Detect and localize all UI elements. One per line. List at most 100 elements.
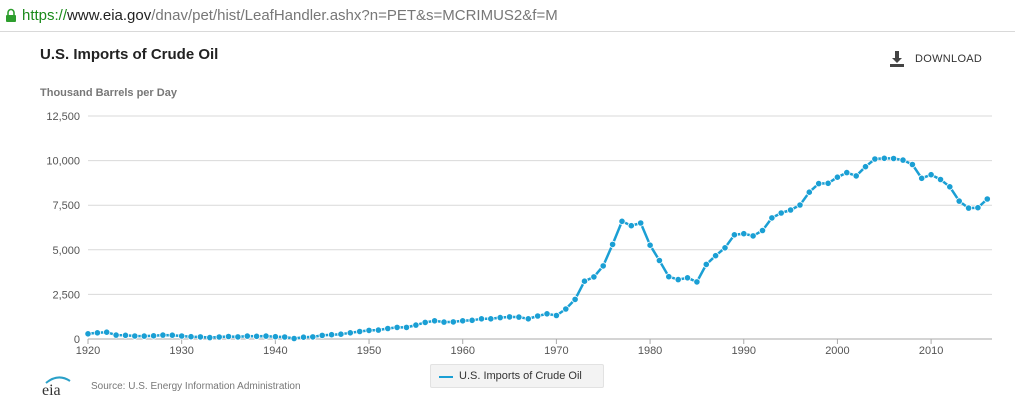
data-point (337, 330, 345, 338)
data-point (374, 326, 382, 334)
legend-label: U.S. Imports of Crude Oil (459, 370, 582, 382)
y-tick-label: 7,500 (52, 200, 80, 212)
x-tick-label: 1950 (357, 345, 381, 357)
data-point (196, 333, 204, 341)
data-point (477, 315, 486, 323)
data-point (449, 318, 457, 326)
data-point (93, 329, 102, 337)
data-point (627, 222, 635, 230)
data-point (871, 155, 879, 163)
data-point (852, 172, 860, 180)
data-point (150, 332, 158, 340)
data-point (140, 332, 148, 340)
data-point (234, 333, 242, 341)
data-point (889, 154, 898, 163)
data-point (290, 334, 298, 343)
data-point (505, 313, 514, 321)
data-point (899, 156, 907, 164)
data-point (384, 324, 392, 333)
data-point (880, 154, 888, 162)
data-point (281, 333, 289, 341)
x-tick-label: 2000 (825, 345, 849, 357)
data-point (178, 332, 186, 340)
download-icon (890, 51, 904, 67)
address-url[interactable]: https://www.eia.gov/dnav/pet/hist/LeafHa… (22, 7, 558, 24)
data-point (711, 252, 720, 260)
data-point (796, 201, 804, 209)
eia-logo: eia (42, 376, 71, 397)
data-point (758, 226, 767, 235)
data-point (927, 171, 935, 179)
data-point (552, 311, 561, 320)
y-tick-label: 12,500 (46, 111, 80, 123)
data-point (946, 183, 954, 191)
data-point (674, 275, 682, 284)
data-point (356, 327, 364, 336)
url-path: /dnav/pet/hist/LeafHandler.ashx?n=PET&s=… (151, 7, 558, 24)
data-point (936, 175, 945, 184)
data-point (693, 278, 701, 286)
data-point (121, 331, 130, 339)
data-point (309, 333, 317, 341)
data-point (608, 240, 617, 248)
data-point (468, 316, 476, 324)
x-tick-label: 1960 (450, 345, 474, 357)
data-point (918, 174, 926, 182)
url-scheme: https:// (22, 7, 68, 24)
data-point (496, 313, 504, 322)
data-point (637, 219, 645, 227)
x-tick-label: 1980 (638, 345, 662, 357)
data-point (346, 329, 354, 337)
x-tick-label: 1970 (544, 345, 568, 357)
data-point (253, 332, 261, 340)
data-point (103, 328, 111, 336)
data-point (768, 214, 776, 222)
data-point (655, 256, 664, 265)
legend-item[interactable]: U.S. Imports of Crude Oil (430, 364, 604, 388)
svg-text:eia: eia (42, 382, 61, 397)
data-point (187, 333, 195, 341)
address-bar[interactable]: https://www.eia.gov/dnav/pet/hist/LeafHa… (0, 0, 1015, 32)
data-point (430, 317, 439, 325)
data-point (112, 331, 120, 339)
data-point (543, 310, 551, 318)
x-tick-label: 2010 (919, 345, 943, 357)
data-point (974, 204, 982, 212)
x-tick-label: 1990 (732, 345, 756, 357)
data-point (84, 330, 92, 338)
data-point (590, 273, 598, 281)
data-point (740, 230, 748, 238)
data-point (618, 217, 626, 225)
data-point (393, 323, 401, 331)
data-point (440, 318, 448, 326)
data-point (683, 274, 692, 282)
data-point (206, 333, 214, 342)
data-point (299, 333, 308, 341)
data-point (318, 331, 326, 339)
data-point (599, 262, 607, 270)
data-point (665, 273, 673, 281)
data-point (730, 231, 739, 239)
data-point (646, 241, 654, 249)
data-point (786, 206, 795, 214)
data-point (262, 332, 270, 340)
data-point (131, 332, 139, 340)
data-point (243, 332, 251, 340)
data-point (805, 188, 813, 196)
chart-title: U.S. Imports of Crude Oil (40, 46, 219, 63)
data-point (365, 326, 373, 334)
data-point (571, 295, 579, 303)
y-tick-label: 10,000 (46, 156, 80, 168)
data-point (534, 312, 542, 320)
download-label: DOWNLOAD (915, 53, 983, 65)
data-point (271, 333, 279, 341)
y-axis-units: Thousand Barrels per Day (40, 87, 177, 99)
data-point (721, 244, 729, 252)
data-point (983, 195, 991, 203)
legend-swatch (439, 376, 453, 378)
data-point (815, 180, 823, 188)
data-point (421, 318, 429, 326)
data-point (402, 323, 411, 331)
x-tick-label: 1920 (76, 345, 100, 357)
